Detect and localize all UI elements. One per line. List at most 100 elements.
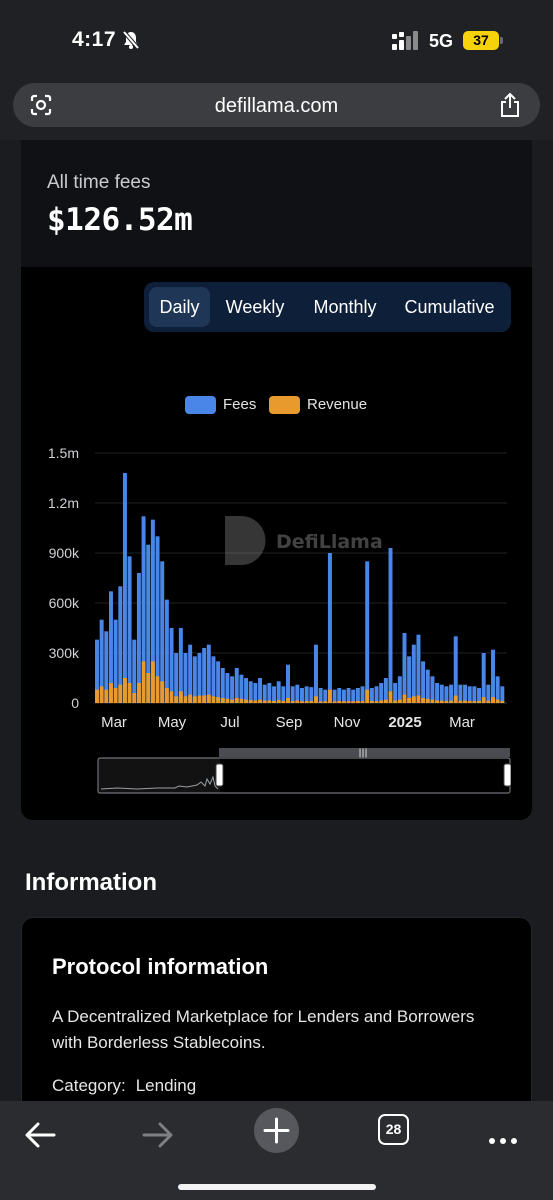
fees-bar[interactable] — [393, 683, 398, 703]
fees-bar[interactable] — [477, 688, 482, 703]
revenue-bar[interactable] — [355, 701, 360, 703]
revenue-bar[interactable] — [304, 701, 309, 703]
revenue-bar[interactable] — [272, 701, 277, 703]
revenue-bar[interactable] — [337, 701, 342, 703]
revenue-bar[interactable] — [477, 701, 482, 703]
fees-bar[interactable] — [379, 683, 384, 703]
revenue-bar[interactable] — [286, 698, 290, 703]
chart-range-slider[interactable]: ||| — [97, 748, 511, 796]
revenue-bar[interactable] — [127, 683, 132, 703]
category-value[interactable]: Lending — [135, 1076, 197, 1095]
fees-bar[interactable] — [411, 644, 416, 703]
lens-icon[interactable] — [29, 93, 53, 117]
revenue-bar[interactable] — [178, 691, 183, 703]
tab-daily[interactable]: Daily — [149, 287, 210, 327]
fees-bar[interactable] — [360, 686, 365, 703]
fees-bar[interactable] — [495, 676, 500, 703]
fees-bar[interactable] — [286, 664, 290, 703]
revenue-bar[interactable] — [309, 701, 314, 703]
fees-bar[interactable] — [341, 689, 346, 703]
share-icon[interactable] — [498, 92, 522, 118]
fees-bar[interactable] — [491, 649, 495, 703]
revenue-bar[interactable] — [174, 696, 179, 703]
revenue-bar[interactable] — [435, 700, 440, 704]
fees-bar[interactable] — [327, 553, 332, 703]
fees-bar[interactable] — [351, 689, 356, 703]
revenue-bar[interactable] — [253, 700, 258, 704]
fees-bar[interactable] — [178, 628, 183, 703]
revenue-bar[interactable] — [258, 699, 263, 703]
revenue-bar[interactable] — [341, 701, 346, 703]
revenue-bar[interactable] — [351, 701, 356, 703]
revenue-bar[interactable] — [281, 701, 286, 703]
fees-bar[interactable] — [402, 633, 407, 703]
revenue-bar[interactable] — [374, 701, 379, 703]
fees-bar[interactable] — [369, 688, 374, 703]
revenue-bar[interactable] — [197, 695, 202, 704]
revenue-bar[interactable] — [183, 696, 188, 703]
revenue-bar[interactable] — [216, 697, 221, 703]
fees-bar[interactable] — [300, 688, 304, 703]
fees-bar[interactable] — [192, 656, 197, 703]
fees-bar[interactable] — [295, 684, 300, 703]
revenue-bar[interactable] — [267, 700, 272, 704]
fees-bar[interactable] — [416, 634, 421, 703]
revenue-bar[interactable] — [383, 699, 388, 703]
revenue-bar[interactable] — [160, 681, 165, 703]
fees-bar[interactable] — [174, 653, 179, 703]
revenue-bar[interactable] — [104, 689, 109, 703]
fees-bar[interactable] — [290, 686, 295, 703]
fees-bar-chart[interactable]: 0 300k 600k 900k 1.2m 1.5m DefiLlama Mar May Jul S… — [21, 430, 532, 740]
fees-bar[interactable] — [136, 573, 141, 703]
fees-bar[interactable] — [365, 561, 370, 703]
revenue-bar[interactable] — [318, 701, 323, 703]
revenue-bar[interactable] — [234, 698, 239, 703]
new-tab-button[interactable] — [254, 1108, 299, 1153]
revenue-bar[interactable] — [276, 700, 281, 703]
revenue-bar[interactable] — [290, 701, 295, 703]
fees-bar[interactable] — [397, 676, 402, 703]
fees-bar[interactable] — [244, 678, 249, 703]
legend-swatch-fees[interactable] — [185, 396, 216, 414]
fees-bar[interactable] — [463, 684, 468, 703]
revenue-bar[interactable] — [164, 688, 169, 703]
slider-left-handle[interactable] — [215, 763, 224, 787]
revenue-bar[interactable] — [230, 699, 235, 703]
fees-bar[interactable] — [383, 678, 388, 703]
fees-bar[interactable] — [355, 688, 360, 703]
fees-bar[interactable] — [169, 628, 174, 703]
fees-bar[interactable] — [225, 673, 230, 703]
revenue-bar[interactable] — [491, 697, 495, 703]
revenue-bar[interactable] — [99, 686, 104, 703]
fees-bar[interactable] — [486, 684, 491, 703]
tab-monthly[interactable]: Monthly — [313, 297, 377, 317]
revenue-bar[interactable] — [393, 700, 398, 704]
revenue-bar[interactable] — [449, 700, 454, 703]
revenue-bar[interactable] — [248, 700, 253, 703]
fees-bar[interactable] — [472, 686, 477, 703]
revenue-bar[interactable] — [369, 701, 374, 703]
fees-bar[interactable] — [206, 644, 211, 703]
forward-arrow-icon[interactable] — [136, 1113, 180, 1157]
revenue-bar[interactable] — [300, 701, 304, 703]
revenue-bar[interactable] — [486, 700, 491, 703]
fees-bar[interactable] — [160, 561, 165, 703]
fees-bar[interactable] — [318, 688, 323, 703]
fees-bar[interactable] — [309, 687, 314, 703]
revenue-bar[interactable] — [467, 701, 472, 703]
fees-bar[interactable] — [216, 661, 221, 703]
fees-bar[interactable] — [99, 619, 104, 703]
legend-label-fees[interactable]: Fees — [223, 396, 257, 413]
revenue-bar[interactable] — [379, 700, 384, 704]
revenue-bar[interactable] — [169, 691, 174, 703]
revenue-bar[interactable] — [244, 699, 249, 703]
fees-bar[interactable] — [132, 639, 137, 703]
tab-cumulative[interactable]: Cumulative — [404, 297, 495, 317]
revenue-bar[interactable] — [206, 694, 211, 703]
tab-count-button[interactable]: 28 — [378, 1114, 409, 1145]
revenue-bar[interactable] — [430, 699, 435, 703]
revenue-bar[interactable] — [416, 695, 421, 704]
revenue-bar[interactable] — [146, 673, 151, 703]
revenue-bar[interactable] — [327, 689, 332, 703]
tab-weekly[interactable]: Weekly — [225, 297, 285, 317]
